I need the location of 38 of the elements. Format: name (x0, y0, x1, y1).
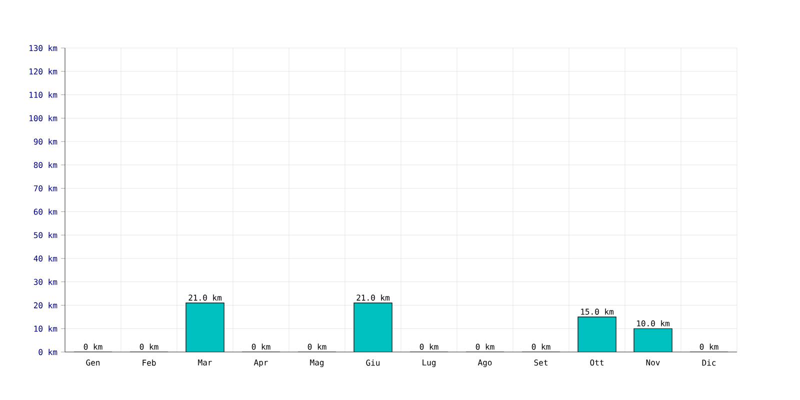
data-label: 0 km (308, 344, 326, 350)
data-label: 10.0 km (637, 320, 670, 326)
data-label: 0 km (252, 344, 270, 350)
y-tick-label: 40 km (34, 255, 58, 262)
y-tick-label: 80 km (34, 162, 58, 168)
data-label: 0 km (700, 344, 718, 350)
y-tick-label: 70 km (34, 185, 58, 192)
x-tick-label: Ott (590, 360, 604, 366)
y-tick-label: 120 km (30, 68, 58, 74)
y-tick-label: 110 km (30, 92, 58, 98)
y-tick-label: 90 km (34, 138, 58, 145)
y-tick-label: 50 km (34, 232, 58, 238)
data-label: 0 km (84, 344, 102, 350)
y-tick-label: 0 km (38, 348, 58, 356)
y-tick-label: 30 km (34, 278, 58, 285)
x-tick-label: Set (534, 360, 548, 366)
x-tick-label: Nov (646, 360, 660, 366)
x-tick-label: Giu (366, 360, 380, 366)
data-label: 0 km (532, 344, 550, 350)
y-tick-label: 100 km (30, 115, 58, 122)
data-label: 0 km (476, 344, 494, 350)
x-tick-label: Ago (478, 360, 492, 368)
y-tick-label: 20 km (34, 302, 58, 308)
x-tick-label: Lug (422, 360, 436, 368)
y-tick-label: 60 km (34, 208, 58, 215)
x-tick-label: Dic (702, 360, 716, 366)
x-tick-label: Mar (198, 360, 212, 366)
data-label: 0 km (140, 344, 158, 350)
x-tick-label: Feb (142, 360, 156, 366)
x-tick-label: Apr (254, 360, 268, 368)
y-tick-label: 10 km (34, 326, 58, 332)
y-tick-label: 130 km (30, 44, 58, 52)
x-tick-label: Mag (310, 360, 324, 368)
data-label: 21.0 km (356, 294, 390, 301)
data-label: 15.0 km (581, 308, 614, 315)
data-label: 21.0 km (188, 294, 222, 301)
x-tick-label: Gen (86, 360, 100, 366)
data-label: 0 km (420, 344, 438, 350)
